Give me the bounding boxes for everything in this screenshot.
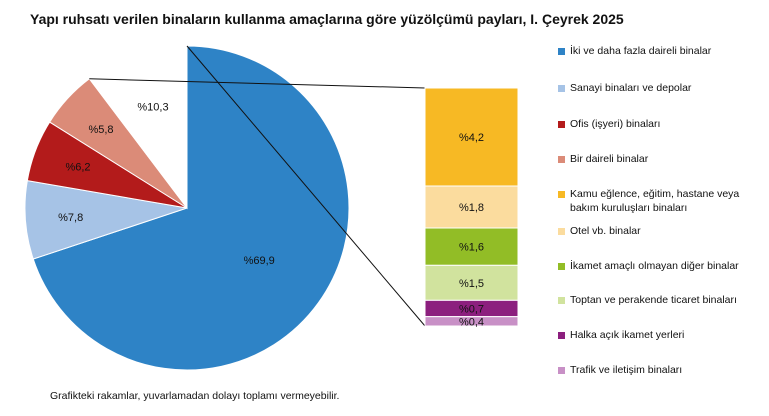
legend-label: Ofis (işyeri) binaları (570, 118, 661, 130)
pie-label-bir-daireli-binalar: %5,8 (88, 124, 113, 136)
bar-label-halka-acik-ikamet-yerleri: %0,7 (459, 304, 484, 316)
footnote: Grafikteki rakamlar, yuvarlamadan dolayı… (50, 390, 340, 402)
legend-item-iki-ve-daha-fazla-daireli-binalar: İki ve daha fazla daireli binalar (558, 44, 711, 58)
bar-label-toptan-ve-perakende-ticaret-binalari: %1,5 (459, 278, 484, 290)
legend-item-kamu-eglence-egitim-hastane-veya-bakim-kuruluslari-binalari: Kamu eğlence, eğitim, hastane veya bakım… (558, 187, 763, 215)
legend-item-ikamet-amacli-olmayan-diger-binalar: İkamet amaçlı olmayan diğer binalar (558, 259, 739, 273)
legend-label: Trafik ve iletişim binaları (570, 364, 683, 376)
legend-label: Bir daireli binalar (570, 153, 649, 165)
legend-swatch (558, 263, 565, 270)
bar-segment-otel-vb-binalar (424, 185, 519, 229)
legend-swatch (558, 121, 565, 128)
legend-label: Sanayi binaları ve depolar (570, 82, 692, 94)
legend-item-bir-daireli-binalar: Bir daireli binalar (558, 152, 648, 166)
legend-label: Halka açık ikamet yerleri (570, 329, 685, 341)
pie-data-labels: %69,9 %7,8 %6,2 %5,8 %10,3 (58, 102, 275, 268)
bar-segment-kamu-eglence-egitim-hastane-veya-bakim-kuruluslari-binalari (424, 87, 519, 187)
pie-label-diger: %10,3 (137, 102, 168, 114)
bar-label-kamu-eglence-egitim-hastane-veya-bakim-kuruluslari-binalari: %4,2 (459, 132, 484, 144)
legend-label: İki ve daha fazla daireli binalar (570, 45, 712, 57)
bar-segment-trafik-ve-iletisim-binalari (424, 316, 519, 327)
breakdown-bar (424, 87, 519, 327)
bar-label-ikamet-amacli-olmayan-diger-binalar: %1,6 (459, 242, 484, 254)
legend-swatch (558, 367, 565, 374)
legend-label: Otel vb. binalar (570, 225, 641, 237)
pie-label-sanayi-binalari-ve-depolar: %7,8 (58, 212, 83, 224)
legend-label: İkamet amaçlı olmayan diğer binalar (570, 260, 739, 272)
legend-label: Kamu eğlence, eğitim, hastane veya bakım… (570, 188, 740, 214)
legend-item-halka-acik-ikamet-yerleri: Halka açık ikamet yerleri (558, 328, 684, 342)
legend-swatch (558, 156, 565, 163)
bar-segment-toptan-ve-perakende-ticaret-binalari (424, 264, 519, 301)
legend-swatch (558, 228, 565, 235)
connector-line-bottom (186, 45, 426, 327)
pie-slice-iki-ve-daha-fazla-daireli-binalar (32, 45, 350, 371)
pie-label-ofis-isyeri-binalari: %6,2 (65, 161, 90, 173)
connector-line-top (89, 78, 426, 89)
legend-label: Toptan ve perakende ticaret binaları (570, 294, 737, 306)
legend-item-toptan-ve-perakende-ticaret-binalari: Toptan ve perakende ticaret binaları (558, 293, 737, 307)
bar-segment-ikamet-amacli-olmayan-diger-binalar (424, 227, 519, 266)
legend-swatch (558, 297, 565, 304)
legend-item-sanayi-binalari-ve-depolar: Sanayi binaları ve depolar (558, 81, 691, 95)
legend-swatch (558, 48, 565, 55)
bar-data-labels: %4,2 %1,8 %1,6 %1,5 %0,7%0,4 (459, 132, 484, 328)
legend-swatch (558, 85, 565, 92)
connector-lines (89, 45, 426, 327)
pie-slice-diger (88, 45, 188, 210)
pie-slices (24, 45, 350, 371)
bar-label-trafik-ve-iletisim-binalari: %0,4 (459, 316, 484, 328)
pie-label-iki-ve-daha-fazla-daireli-binalar: %69,9 (244, 255, 275, 267)
bar-label-otel-vb-binalar: %1,8 (459, 202, 484, 214)
legend-item-ofis-isyeri-binalari: Ofis (işyeri) binaları (558, 117, 660, 131)
legend-item-otel-vb-binalar: Otel vb. binalar (558, 224, 641, 238)
legend-item-trafik-ve-iletisim-binalari: Trafik ve iletişim binaları (558, 363, 682, 377)
legend-swatch (558, 332, 565, 339)
chart-title: Yapı ruhsatı verilen binaların kullanma … (30, 11, 624, 27)
legend-swatch (558, 191, 565, 198)
